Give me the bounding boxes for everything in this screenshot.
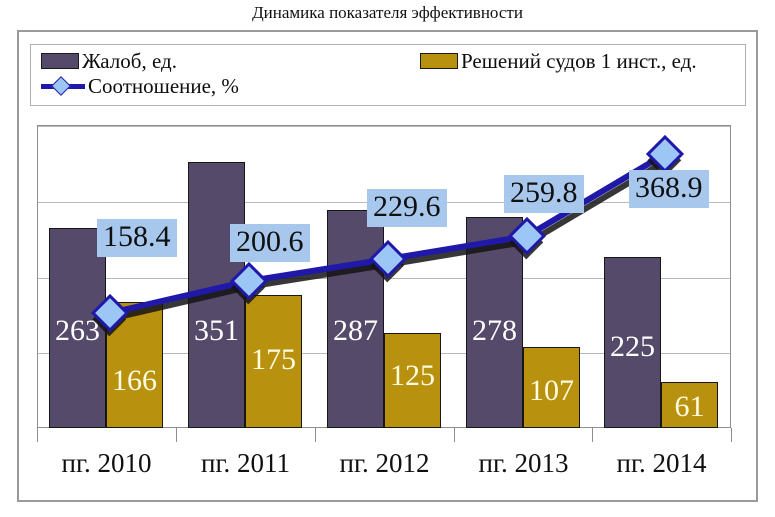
axis-tick-2 [315, 428, 316, 442]
legend-item-decisions[interactable]: Решений судов 1 инст., ед. [420, 50, 697, 72]
legend-swatch-complaints [41, 53, 79, 69]
bar-label-decisions-2014: 61 [674, 390, 705, 423]
ratio-label-2011: 200.6 [230, 224, 310, 262]
bar-label-complaints-2010: 263 [55, 314, 100, 347]
bar-label-complaints-2012: 287 [333, 314, 378, 347]
bar-decisions-2012[interactable]: 125 [384, 333, 441, 428]
axis-tick-5 [731, 428, 732, 442]
category-label-2011: пг. 2011 [201, 448, 290, 478]
bar-complaints-2012[interactable]: 287 [327, 210, 384, 428]
legend-marker-diamond-icon [41, 76, 85, 96]
ratio-label-2010: 158.4 [97, 219, 177, 257]
legend-label-complaints: Жалоб, ед. [82, 49, 177, 73]
ratio-label-2014: 368.9 [629, 170, 709, 208]
bar-decisions-2013[interactable]: 107 [523, 347, 580, 428]
legend-item-complaints[interactable]: Жалоб, ед. [41, 50, 177, 72]
bar-decisions-2010[interactable]: 166 [106, 302, 163, 428]
bar-label-complaints-2011: 351 [194, 314, 239, 347]
ratio-label-2013: 259.8 [504, 175, 584, 213]
category-label-2010: пг. 2010 [61, 448, 152, 478]
axis-tick-3 [454, 428, 455, 442]
bar-label-complaints-2013: 278 [472, 314, 517, 347]
bar-label-decisions-2010: 166 [112, 364, 157, 397]
bar-label-complaints-2014: 225 [610, 330, 655, 363]
axis-tick-1 [176, 428, 177, 442]
category-label-2013: пг. 2013 [478, 448, 569, 478]
axis-tick-0 [37, 428, 38, 442]
bar-complaints-2011[interactable]: 351 [188, 162, 245, 428]
bar-label-decisions-2012: 125 [390, 359, 435, 392]
legend-label-ratio: Соотношение, % [88, 74, 239, 98]
bar-complaints-2010[interactable]: 263 [49, 228, 106, 428]
bar-label-decisions-2011: 175 [251, 343, 296, 376]
ratio-label-2012: 229.6 [367, 189, 447, 227]
gridline-400 [38, 126, 730, 127]
bar-decisions-2011[interactable]: 175 [245, 295, 302, 428]
category-label-2012: пг. 2012 [339, 448, 430, 478]
bar-complaints-2013[interactable]: 278 [466, 217, 523, 428]
legend-label-decisions: Решений судов 1 инст., ед. [461, 49, 697, 73]
legend-item-ratio[interactable]: Соотношение, % [41, 75, 239, 97]
legend-swatch-decisions [420, 53, 458, 69]
page-title: Динамика показателя эффективности [252, 3, 523, 22]
chart-legend: Жалоб, ед. Решений судов 1 инст., ед. Со… [30, 44, 746, 106]
bar-decisions-2014[interactable]: 61 [661, 382, 718, 428]
axis-tick-4 [592, 428, 593, 442]
bar-label-decisions-2013: 107 [529, 374, 574, 407]
category-label-2014: пг. 2014 [616, 448, 707, 478]
bar-complaints-2014[interactable]: 225 [604, 257, 661, 428]
